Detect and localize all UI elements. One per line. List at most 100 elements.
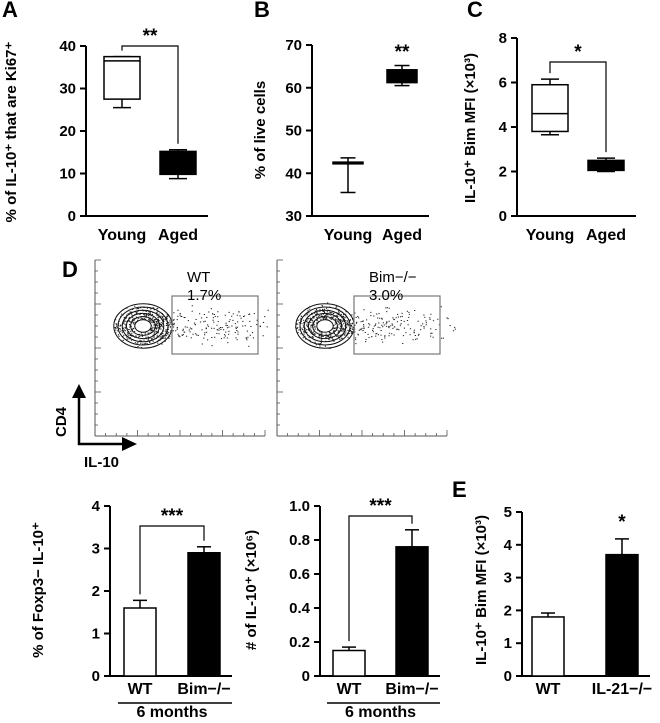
y-tick-label: 4 <box>499 119 508 136</box>
category-label: Aged <box>158 227 198 244</box>
bar-1 <box>395 529 429 677</box>
significance-label: * <box>574 42 582 63</box>
panel-letter-a: A <box>2 0 18 22</box>
category-label: Bim−/− <box>177 681 230 698</box>
y-tick-label: 0 <box>92 668 100 685</box>
box-body <box>103 55 141 100</box>
flow-gate <box>171 295 259 355</box>
y-tick-label: 20 <box>59 123 76 140</box>
category-label: Young <box>324 227 373 244</box>
y-axis-label: % of live cells <box>252 81 269 179</box>
bar-1 <box>605 538 639 677</box>
flow-contour <box>125 312 161 340</box>
y-tick-label: 10 <box>59 166 76 183</box>
box-body <box>587 159 625 172</box>
flow-contour <box>117 306 169 346</box>
y-tick-label: 0 <box>504 668 512 685</box>
y-tick-label: 40 <box>285 165 302 182</box>
cd4-arrowhead <box>72 384 86 398</box>
y-tick-label: 60 <box>285 80 302 97</box>
significance-bracket <box>139 525 205 595</box>
significance-bracket <box>549 61 607 153</box>
y-tick-label: 8 <box>499 30 507 47</box>
bar <box>395 546 429 677</box>
y-tick-label: 2 <box>504 602 512 619</box>
y-tick-label: 50 <box>285 123 302 140</box>
category-label: WT <box>128 681 153 698</box>
category-label: Bim−/− <box>385 681 438 698</box>
y-tick-label: 1 <box>504 635 512 652</box>
box-body <box>159 150 197 176</box>
y-tick-label: 70 <box>285 37 302 54</box>
box-body <box>386 69 418 84</box>
chart-d-left: 0 1 2 3 4 % of Foxp3− IL-10⁺ WT Bim−/− *** 6 mont… <box>30 498 232 721</box>
y-tick-label: 4 <box>92 498 101 515</box>
y-tick-label: 2 <box>499 164 507 181</box>
il10-arrowhead <box>122 437 137 451</box>
bar <box>123 607 157 677</box>
y-tick-label: 6 <box>499 75 507 92</box>
flow-contour <box>307 312 343 340</box>
category-label: WT <box>337 681 362 698</box>
category-label: Aged <box>382 227 422 244</box>
group-label: 6 months <box>136 704 207 721</box>
box-0 <box>531 78 569 136</box>
y-tick-label: 0.2 <box>289 634 310 651</box>
y-tick-label: 2 <box>92 583 100 600</box>
bar-0 <box>123 599 157 677</box>
flow-contour <box>130 316 156 336</box>
chart-c: 0 2 4 6 8 IL-10⁺ Bim MFI (×10³) Young Aged * <box>462 30 636 244</box>
box-0 <box>103 55 141 109</box>
y-axis-label: % of Foxp3− IL-10⁺ <box>30 522 47 658</box>
y-tick-label: 5 <box>504 504 512 521</box>
box-1 <box>587 157 625 173</box>
group-label: 6 months <box>345 704 416 721</box>
flow-contour <box>299 306 351 346</box>
panel-letter-c: C <box>467 0 483 22</box>
y-axis-label: IL-10⁺ Bim MFI (×10³) <box>462 53 479 203</box>
flow-gate-percent: 1.7% <box>187 287 221 304</box>
chart-e: 0 1 2 3 4 5 IL-10⁺ Bim MFI (×10³) WT IL-21−/− * <box>473 504 652 698</box>
significance-label: ** <box>395 42 410 63</box>
panel-letter-d: D <box>62 257 78 282</box>
y-axis-label: % of IL-10⁺ that are Ki67⁺ <box>3 41 20 222</box>
y-tick-label: 0.4 <box>289 600 311 617</box>
box-0 <box>332 157 364 194</box>
chart-d-right: 0 0.2 0.4 0.6 0.8 1.0 # of IL-10⁺ (×10⁶) WT Bim−… <box>243 496 440 721</box>
flow-gate-name: WT <box>187 269 210 286</box>
flow-x-axis-label: IL-10 <box>84 454 119 471</box>
category-label: Aged <box>586 227 626 244</box>
flow-contour <box>312 316 338 336</box>
flow-contour <box>121 309 165 343</box>
chart-a: 0 10 20 30 40 % of IL-10⁺ that are Ki67⁺ Young… <box>3 26 208 244</box>
flow-gate-percent: 3.0% <box>369 287 403 304</box>
box-1 <box>159 148 197 180</box>
significance-label: ** <box>143 26 158 47</box>
y-tick-label: 30 <box>59 81 76 98</box>
bar-1 <box>187 546 221 677</box>
y-tick-label: 0 <box>68 208 76 225</box>
y-axis-label: IL-10⁺ Bim MFI (×10³) <box>473 515 490 665</box>
flow-contour <box>316 319 334 333</box>
category-label: WT <box>536 681 561 698</box>
category-label: Young <box>98 227 147 244</box>
bar <box>605 553 639 677</box>
bar <box>531 616 565 677</box>
y-tick-label: 0 <box>302 668 310 685</box>
chart-b: 30 40 50 60 70 % of live cells Young Aged ** <box>252 37 429 244</box>
box-1 <box>386 64 418 87</box>
flow-contour <box>303 309 347 343</box>
box-body <box>531 83 569 133</box>
y-tick-label: 4 <box>504 537 513 554</box>
y-tick-label: 30 <box>285 208 302 225</box>
y-tick-label: 0 <box>499 208 507 225</box>
y-tick-label: 40 <box>59 38 76 55</box>
significance-label: * <box>618 512 626 533</box>
panel-letter-b: B <box>254 0 270 22</box>
significance-label: *** <box>161 506 184 527</box>
category-label: IL-21−/− <box>592 681 652 698</box>
y-tick-label: 0.8 <box>289 532 310 549</box>
